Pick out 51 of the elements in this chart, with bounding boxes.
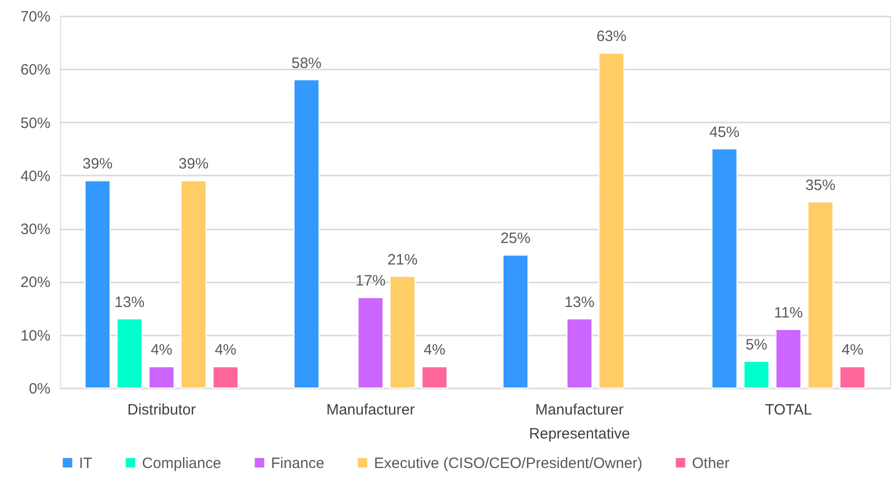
data-label: 13%: [564, 294, 594, 311]
x-tick-label: TOTAL: [764, 402, 812, 418]
y-tick-label: 20%: [20, 274, 50, 292]
y-tick-label: 0%: [28, 380, 50, 398]
legend-label: Other: [692, 454, 730, 472]
legend-label: Finance: [271, 454, 324, 472]
data-label: 39%: [178, 156, 209, 173]
bar: [807, 202, 834, 388]
y-tick-label: 30%: [20, 221, 50, 238]
data-label: 4%: [214, 342, 236, 359]
bar: [422, 366, 448, 388]
data-label: 45%: [709, 124, 740, 141]
data-label: 39%: [82, 156, 113, 173]
y-tick-label: 60%: [20, 62, 50, 79]
data-label: 5%: [746, 336, 768, 354]
bar: [775, 329, 802, 388]
data-label: 21%: [388, 251, 418, 268]
y-tick-label: 50%: [20, 114, 50, 132]
bar: [598, 52, 624, 388]
data-label: 25%: [500, 230, 530, 248]
bar: [390, 276, 416, 388]
x-tick-label: Manufacturer: [326, 402, 415, 418]
x-tick-label: Distributor: [127, 402, 196, 418]
bar: [358, 297, 384, 388]
data-label: 4%: [150, 342, 172, 359]
data-label: 58%: [292, 54, 322, 72]
bar: [711, 148, 738, 388]
y-tick-label: 40%: [20, 168, 50, 185]
data-label: 63%: [596, 28, 626, 46]
bar: [148, 366, 175, 388]
data-label: 35%: [805, 177, 836, 194]
legend-label: Executive (CISO/CEO/President/Owner): [374, 454, 642, 472]
bar: [84, 180, 111, 388]
bar: [743, 360, 770, 388]
data-label: 4%: [842, 342, 864, 359]
x-tick-label: Manufacturer Representative: [529, 402, 630, 442]
data-label: 11%: [774, 304, 803, 322]
bar: [116, 318, 143, 388]
y-tick-label: 10%: [20, 327, 50, 344]
bar: [294, 79, 320, 388]
bar: [502, 254, 528, 388]
data-label: 4%: [424, 342, 446, 359]
bar: [212, 366, 239, 388]
legend-label: Compliance: [142, 454, 222, 472]
bar: [839, 366, 866, 388]
legend-label: IT: [79, 454, 92, 472]
data-label: 13%: [114, 294, 145, 311]
bar: [566, 318, 592, 388]
y-tick-label: 70%: [20, 8, 50, 26]
data-label: 17%: [356, 272, 386, 290]
bar: [180, 180, 207, 388]
